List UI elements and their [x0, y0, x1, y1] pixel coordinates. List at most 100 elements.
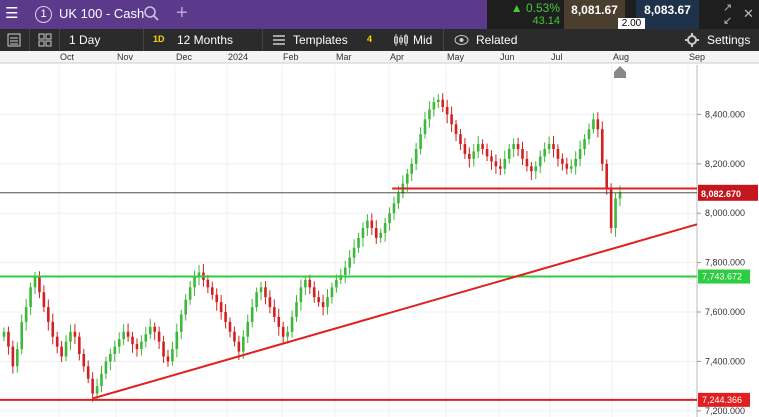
candle-body: [321, 302, 325, 308]
candle-body: [100, 373, 103, 387]
candle-body: [290, 316, 294, 332]
search-icon[interactable]: [143, 5, 160, 22]
candle-body: [197, 272, 201, 278]
candle-body: [592, 119, 595, 130]
layout-grid-icon[interactable]: [38, 33, 52, 47]
candle-body: [317, 297, 320, 303]
y-tick-label: 8,000.000: [705, 208, 745, 218]
candle-body: [472, 151, 476, 159]
candle-body: [219, 302, 223, 313]
candle-body: [91, 378, 94, 394]
candle-body: [525, 158, 529, 167]
candle-body: [122, 331, 125, 340]
candle-body: [73, 331, 77, 337]
candlestick-type-icon: [394, 34, 408, 46]
expand-icon[interactable]: ↗: [723, 2, 733, 14]
period-badge: 1D: [153, 34, 165, 44]
candle-body: [450, 114, 453, 125]
candle-body: [476, 144, 480, 152]
candle-body: [131, 336, 134, 345]
candle-body: [405, 173, 409, 184]
y-tick-label: 7,600.000: [705, 307, 745, 317]
chart-overlays: 7,743.672 7,244.366 8,082.670: [0, 66, 758, 407]
candle-body: [432, 102, 436, 110]
candle-body: [242, 336, 245, 352]
candle-body: [569, 166, 573, 169]
interval-dropdown[interactable]: 1 Day: [69, 33, 101, 47]
add-tab-button[interactable]: +: [176, 2, 188, 24]
candle-body: [366, 220, 369, 229]
candle-body: [304, 279, 307, 288]
price-chart[interactable]: Oct Nov Dec 2024 Feb Mar Apr May Jun Jul Aug Sep 8,…: [0, 51, 759, 417]
candle-body: [171, 349, 174, 362]
candle-body: [481, 144, 484, 149]
candle-body: [410, 163, 414, 174]
candle-body: [20, 321, 24, 350]
candle-body: [596, 119, 600, 130]
related-button[interactable]: Related: [476, 33, 518, 47]
candle-body: [277, 316, 281, 327]
candle-body: [135, 344, 139, 350]
candle-body: [600, 129, 604, 164]
templates-button[interactable]: Templates: [293, 33, 348, 47]
candle-body: [259, 287, 263, 293]
close-icon[interactable]: ✕: [743, 6, 754, 21]
spread-value: 2.00: [618, 18, 645, 29]
candle-body: [215, 294, 219, 303]
candle-body: [55, 336, 59, 347]
candle-body: [379, 232, 382, 238]
candle-body: [312, 287, 316, 298]
x-tick-label: Nov: [117, 52, 134, 62]
y-tick-label: 8,200.000: [705, 159, 745, 169]
candle-body: [295, 302, 298, 317]
candle-body: [33, 277, 37, 288]
candle-body: [24, 307, 28, 322]
panel-list-icon[interactable]: [7, 33, 21, 47]
candle-body: [255, 292, 258, 308]
buy-price-button[interactable]: 8,083.67: [636, 0, 699, 29]
candle-body: [357, 237, 360, 248]
gear-icon[interactable]: [685, 33, 699, 47]
collapse-icon[interactable]: ↙: [723, 15, 733, 27]
workspace-number-badge[interactable]: 1: [35, 6, 52, 23]
candle-body: [547, 144, 551, 149]
candle-body: [437, 99, 440, 103]
candle-body: [530, 166, 533, 172]
candle-body: [273, 307, 276, 317]
candle-body: [534, 166, 538, 172]
candle-body: [330, 287, 334, 298]
candle-body: [140, 341, 143, 350]
change-absolute: 43.14: [532, 15, 560, 27]
candlestick-series: [2, 93, 622, 402]
candle-body: [104, 361, 108, 374]
uptrend-line: [92, 223, 698, 400]
candle-body: [370, 220, 374, 229]
hamburger-menu-icon[interactable]: ☰: [5, 5, 19, 22]
candle-body: [29, 287, 32, 308]
period-dropdown[interactable]: 12 Months: [177, 33, 234, 47]
candle-body: [565, 163, 569, 169]
sell-price-button[interactable]: 8,081.67: [564, 0, 625, 29]
instrument-title[interactable]: UK 100 - Cash: [59, 6, 145, 21]
candle-body: [117, 339, 121, 347]
y-tick-label: 7,800.000: [705, 258, 745, 268]
candle-body: [445, 106, 449, 115]
candle-body: [609, 188, 613, 229]
event-marker-icon[interactable]: [614, 66, 626, 78]
candle-body: [587, 129, 591, 140]
candle-body: [206, 279, 210, 288]
candle-body: [51, 321, 55, 337]
candle-body: [210, 287, 214, 295]
settings-button[interactable]: Settings: [707, 33, 751, 47]
candle-body: [237, 341, 241, 352]
candle-body: [335, 279, 338, 288]
candle-body: [268, 297, 272, 308]
candle-body: [15, 349, 19, 367]
x-tick-label: Dec: [176, 52, 193, 62]
candle-body: [326, 297, 329, 308]
x-tick-label: Oct: [60, 52, 75, 62]
y-axis: 8,400.000 8,200.000 8,000.000 7,800.000 7,60…: [696, 65, 745, 417]
candle-body: [388, 213, 391, 224]
candle-body: [228, 321, 232, 332]
price-type-dropdown[interactable]: Mid: [413, 33, 433, 47]
